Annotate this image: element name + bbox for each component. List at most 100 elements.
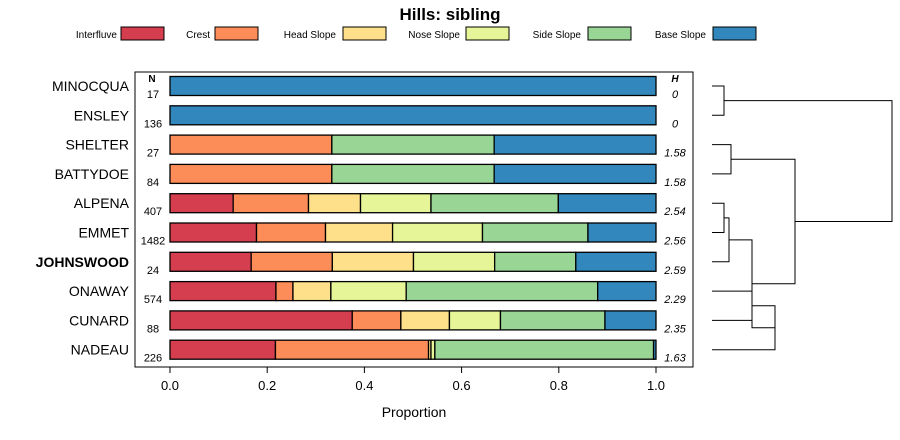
bar-segment-nose-slope — [412, 251, 496, 272]
row-ensley: ENSLEY 136 0 — [74, 105, 679, 130]
bar-segment-crest — [232, 193, 310, 214]
bar-segment-nose-slope — [391, 222, 484, 243]
category-label: ONAWAY — [69, 283, 130, 299]
dendrogram-link-middle-group — [731, 158, 796, 285]
bar-segment-base-slope — [587, 222, 657, 243]
category-label: CUNARD — [69, 312, 129, 328]
h-value: 2.59 — [663, 265, 685, 277]
dendrogram-link-alpena-emmet — [712, 202, 725, 233]
bar-segment-nose-slope — [359, 193, 432, 214]
bar-segment-base-slope — [652, 339, 657, 360]
bar-segment-base-slope — [597, 280, 657, 302]
legend-swatch-head-slope — [342, 26, 387, 41]
category-label: ENSLEY — [74, 107, 130, 123]
dendrogram — [712, 85, 893, 351]
n-column-header: N — [148, 74, 155, 85]
x-tick-label: 0.8 — [550, 378, 568, 393]
bar-segment-interfluve — [169, 222, 258, 243]
bar-segment-base-slope — [493, 134, 657, 155]
n-value: 407 — [144, 206, 162, 218]
bar-segment-interfluve — [169, 280, 277, 302]
h-value: 0 — [672, 118, 679, 130]
bar-segment-base-slope — [493, 163, 657, 185]
h-value: 1.58 — [664, 177, 686, 189]
bar-segment-crest — [351, 310, 402, 331]
chart-title: Hills: sibling — [399, 5, 500, 24]
category-label: JOHNSWOOD — [36, 254, 129, 270]
n-value: 17 — [147, 89, 159, 101]
x-tick-label: 0.2 — [258, 378, 276, 393]
n-value: 88 — [147, 323, 159, 335]
h-value: 1.63 — [664, 353, 686, 365]
bar-segment-base-slope — [169, 105, 657, 126]
dendrogram-link-root — [724, 100, 893, 223]
row-minocqua: MINOCQUA 17 0 — [52, 75, 679, 101]
bar-segment-side-slope — [434, 339, 655, 360]
row-nadeau: NADEAU 226 1.63 — [71, 339, 687, 365]
bar-segment-head-slope — [292, 280, 332, 302]
bar-segment-side-slope — [331, 134, 495, 155]
n-value: 574 — [144, 294, 162, 306]
bar-segment-head-slope — [307, 193, 362, 214]
bar-segment-side-slope — [331, 163, 495, 185]
bar-segment-base-slope — [575, 251, 657, 272]
legend-label-nose-slope: Nose Slope — [408, 30, 460, 41]
dendrogram-link-johnswood — [712, 217, 730, 263]
h-value: 2.54 — [663, 206, 685, 218]
legend: Interfluve Crest Head Slope Nose Slope Side … — [76, 26, 757, 41]
category-label: EMMET — [78, 225, 129, 241]
bar-segment-side-slope — [493, 251, 577, 272]
h-value: 0 — [672, 89, 679, 101]
n-value: 136 — [144, 118, 162, 130]
legend-swatch-nose-slope — [465, 26, 510, 41]
n-value: 226 — [144, 353, 162, 365]
bar-segment-interfluve — [169, 339, 277, 360]
category-label: NADEAU — [71, 342, 129, 358]
row-shelter: SHELTER 27 1.58 — [65, 134, 687, 160]
row-johnswood: JOHNSWOOD 24 2.59 — [36, 251, 686, 277]
bar-segment-head-slope — [400, 310, 451, 331]
bar-segment-base-slope — [557, 193, 657, 214]
row-battydoe: BATTYDOE 84 1.58 — [55, 163, 687, 189]
bar-segment-head-slope — [324, 222, 394, 243]
dendrogram-link-minocqua-ensley — [712, 85, 725, 116]
legend-swatch-crest — [214, 26, 259, 41]
x-axis: 0.0 0.2 0.4 0.6 0.8 1.0 — [161, 367, 665, 393]
legend-swatch-side-slope — [587, 26, 632, 41]
plot-frame — [134, 71, 694, 368]
bar-segment-nose-slope — [448, 310, 502, 331]
bar-segment-side-slope — [430, 193, 559, 214]
category-label: MINOCQUA — [52, 78, 130, 94]
row-onaway: ONAWAY 574 2.29 — [69, 280, 686, 306]
row-emmet: EMMET 1482 2.56 — [78, 222, 687, 248]
x-axis-label: Proportion — [382, 404, 447, 420]
bar-segment-base-slope — [169, 75, 657, 97]
n-value: 1482 — [141, 236, 165, 248]
dendrogram-link-shelter-battydoe — [712, 144, 732, 175]
h-value: 2.35 — [663, 323, 686, 335]
bar-segment-side-slope — [499, 310, 606, 331]
bar-segment-crest — [275, 280, 294, 302]
bar-segment-interfluve — [169, 251, 252, 272]
category-label: ALPENA — [74, 195, 130, 211]
bar-segment-side-slope — [481, 222, 589, 243]
n-value: 27 — [147, 148, 159, 160]
category-label: BATTYDOE — [55, 166, 129, 182]
x-tick-label: 0.6 — [453, 378, 471, 393]
bar-segment-crest — [169, 134, 333, 155]
bar-segment-base-slope — [604, 310, 657, 331]
legend-swatch-interfluve — [120, 26, 165, 41]
h-value: 2.29 — [663, 294, 685, 306]
legend-swatch-base-slope — [712, 26, 757, 41]
row-alpena: ALPENA 407 2.54 — [74, 193, 686, 218]
bar-segment-interfluve — [169, 193, 234, 214]
x-tick-label: 1.0 — [647, 378, 665, 393]
x-tick-label: 0.4 — [355, 378, 373, 393]
legend-label-crest: Crest — [186, 30, 210, 41]
bar-segment-head-slope — [331, 251, 415, 272]
n-value: 84 — [147, 177, 159, 189]
legend-label-interfluve: Interfluve — [76, 30, 118, 41]
legend-label-base-slope: Base Slope — [655, 30, 707, 41]
